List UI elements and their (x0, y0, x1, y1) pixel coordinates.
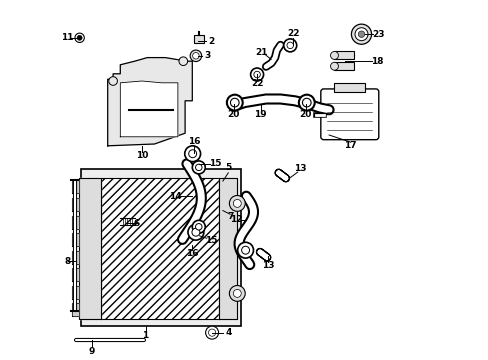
Polygon shape (72, 286, 79, 299)
Circle shape (241, 246, 249, 254)
Polygon shape (219, 178, 237, 319)
Text: 15: 15 (204, 236, 217, 245)
Text: 5: 5 (224, 163, 231, 172)
Circle shape (302, 98, 310, 107)
Circle shape (192, 53, 199, 59)
Circle shape (229, 285, 244, 301)
Circle shape (298, 95, 314, 111)
Circle shape (192, 220, 205, 233)
Bar (101, 178, 219, 319)
Circle shape (190, 50, 201, 62)
Circle shape (108, 77, 117, 85)
Text: 16: 16 (187, 137, 200, 146)
Text: 8: 8 (65, 256, 71, 266)
Circle shape (351, 24, 371, 44)
Circle shape (77, 35, 82, 40)
Circle shape (330, 62, 338, 70)
Circle shape (229, 195, 244, 211)
Bar (334, 62, 354, 70)
Circle shape (358, 31, 364, 37)
Circle shape (354, 28, 367, 41)
Text: 22: 22 (286, 29, 299, 38)
Text: 15: 15 (208, 159, 221, 168)
Polygon shape (72, 198, 79, 211)
Text: 18: 18 (371, 57, 383, 66)
Text: 20: 20 (299, 110, 311, 119)
Text: 17: 17 (344, 141, 356, 150)
Polygon shape (120, 81, 178, 137)
Text: 9: 9 (88, 346, 95, 356)
Polygon shape (72, 216, 79, 229)
Circle shape (233, 289, 241, 297)
Text: 20: 20 (226, 110, 239, 119)
Circle shape (184, 146, 200, 162)
Text: 10: 10 (136, 151, 148, 160)
Text: 22: 22 (250, 79, 263, 88)
Polygon shape (72, 233, 79, 246)
Text: 13: 13 (293, 164, 306, 173)
FancyBboxPatch shape (320, 89, 378, 140)
Polygon shape (72, 268, 79, 281)
Circle shape (253, 71, 260, 78)
Circle shape (283, 39, 296, 52)
Bar (334, 83, 365, 92)
Circle shape (195, 224, 202, 230)
Text: 11: 11 (61, 33, 74, 42)
Polygon shape (72, 251, 79, 264)
Text: 1: 1 (142, 331, 148, 341)
Circle shape (205, 326, 218, 339)
Circle shape (208, 329, 215, 336)
Text: 21: 21 (255, 48, 267, 57)
Circle shape (188, 150, 196, 158)
Text: 14: 14 (169, 192, 182, 201)
Circle shape (192, 161, 205, 174)
Polygon shape (72, 303, 79, 316)
Polygon shape (79, 178, 101, 319)
Circle shape (230, 98, 239, 107)
Bar (334, 51, 354, 59)
Circle shape (233, 199, 241, 207)
Circle shape (250, 68, 263, 81)
Text: 6: 6 (133, 219, 140, 228)
Circle shape (75, 33, 84, 42)
Text: 3: 3 (203, 51, 210, 60)
Text: 7: 7 (226, 212, 233, 220)
Circle shape (226, 95, 242, 111)
Text: 2: 2 (207, 37, 214, 46)
Polygon shape (107, 58, 192, 146)
Text: 13: 13 (261, 261, 274, 270)
Text: 12: 12 (230, 215, 243, 224)
Circle shape (187, 224, 203, 240)
Text: 16: 16 (185, 249, 198, 258)
Bar (194, 35, 204, 43)
Text: 23: 23 (372, 30, 384, 39)
Circle shape (237, 242, 253, 258)
Circle shape (330, 51, 338, 59)
Circle shape (179, 57, 187, 66)
Circle shape (192, 228, 200, 236)
Text: 4: 4 (224, 328, 231, 337)
Circle shape (195, 164, 202, 171)
Circle shape (286, 42, 293, 49)
Text: 19: 19 (254, 110, 266, 119)
Bar (81, 169, 241, 326)
Polygon shape (72, 180, 79, 193)
